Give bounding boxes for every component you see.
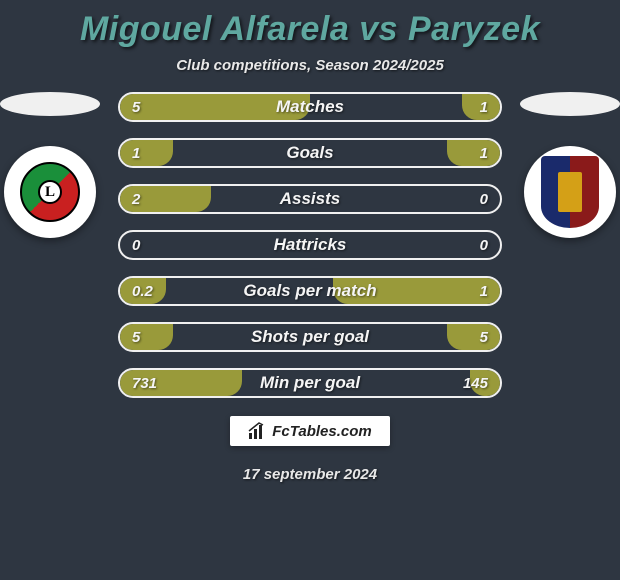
left-team-badge: L	[4, 146, 96, 238]
stat-label: Assists	[120, 189, 500, 209]
stat-label: Goals	[120, 143, 500, 163]
stat-row: 55Shots per goal	[118, 322, 502, 352]
main-row: L 51Matches 11Goals 20Assists 00Hattricks 0.…	[0, 92, 620, 398]
date-label: 17 september 2024	[243, 466, 377, 483]
comparison-title: Migouel Alfarela vs Paryzek	[80, 10, 540, 49]
comparison-subtitle: Club competitions, Season 2024/2025	[176, 57, 444, 74]
right-badge-inner	[541, 156, 599, 228]
stat-label: Min per goal	[120, 373, 500, 393]
stat-label: Goals per match	[120, 281, 500, 301]
stat-row: 0.21Goals per match	[118, 276, 502, 306]
stat-row: 00Hattricks	[118, 230, 502, 260]
stat-label: Shots per goal	[120, 327, 500, 347]
stat-row: 11Goals	[118, 138, 502, 168]
left-badge-letter: L	[38, 180, 62, 204]
stat-row: 20Assists	[118, 184, 502, 214]
stat-row: 51Matches	[118, 92, 502, 122]
left-badge-inner: L	[20, 162, 80, 222]
stats-column: 51Matches 11Goals 20Assists 00Hattricks 0.21…	[118, 92, 502, 398]
right-team-badge	[524, 146, 616, 238]
stat-label: Matches	[120, 97, 500, 117]
left-ellipse-decor	[0, 92, 100, 116]
right-ellipse-decor	[520, 92, 620, 116]
fctables-badge: FcTables.com	[230, 416, 389, 446]
right-badge-griffin	[558, 172, 582, 212]
chart-icon	[248, 422, 266, 440]
right-team-column	[520, 92, 620, 238]
footer: FcTables.com 17 september 2024	[230, 416, 389, 483]
stat-row: 731145Min per goal	[118, 368, 502, 398]
stat-label: Hattricks	[120, 235, 500, 255]
left-team-column: L	[0, 92, 100, 238]
fctables-text: FcTables.com	[272, 423, 371, 440]
